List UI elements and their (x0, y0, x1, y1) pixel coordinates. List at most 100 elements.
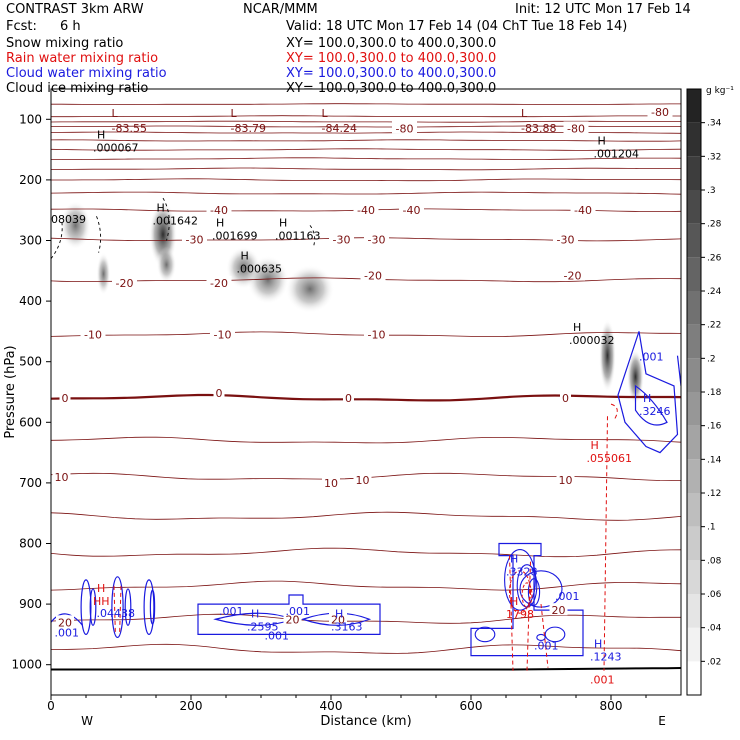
contour-label-bg (647, 105, 673, 118)
low-value-label: -84.24 (322, 122, 357, 135)
contour-label: -10 (368, 328, 386, 341)
colorbar-tick-label: .02 (707, 657, 721, 667)
contour-label-bg (59, 391, 71, 404)
contour-label-bg (80, 327, 106, 340)
rain-water-contour (119, 585, 122, 635)
maximum-value-label: .000067 (93, 142, 139, 155)
temperature-contour-line (51, 191, 681, 195)
contour-label: 0 (345, 392, 352, 405)
rain-water-contour (540, 604, 549, 668)
cloud-water-contour (80, 579, 92, 635)
contour-label-bg (399, 203, 424, 216)
colorbar-tick-label: .08 (707, 556, 722, 566)
temperature-contour-line (51, 103, 681, 105)
cloud-water-contour (536, 633, 546, 642)
colorbar-tick-label: .32 (707, 152, 721, 162)
high-marker: H (643, 392, 651, 405)
temperature-contour-line (51, 511, 681, 521)
contour-label: 20 (552, 604, 566, 617)
contour-label: 10 (559, 474, 573, 487)
contour-label-bg (213, 386, 225, 399)
x-tick-label: 800 (600, 699, 623, 713)
colorbar-swatch (687, 560, 701, 594)
snow-shading-blob (627, 349, 644, 405)
cloud-water-contour (89, 588, 97, 626)
maximum-value-label: .1243 (590, 651, 622, 664)
rain-water-contour (610, 403, 618, 420)
colorbar-tick-label: .16 (707, 422, 722, 432)
maximum-value-label: .001 (55, 626, 80, 639)
contour-label: -30 (333, 233, 351, 246)
contour-label: -20 (364, 270, 382, 283)
contour-label: 0 (216, 387, 223, 400)
colorbar-tick-label: .34 (707, 119, 722, 129)
contour-label-bg (210, 327, 235, 340)
cloud-water-contour (149, 589, 156, 625)
maximum-value-label: .3163 (331, 620, 363, 633)
temperature-contour-line (51, 120, 681, 123)
maximum-value-label: .000032 (569, 334, 615, 347)
colorbar-swatch (687, 594, 701, 628)
colorbar-tick-label: .12 (707, 489, 721, 499)
contour-label: -10 (84, 328, 102, 341)
maximum-value-label: .3328 (506, 566, 538, 579)
cloud-ice-contour (96, 216, 102, 253)
model-title: CONTRAST 3km ARW (6, 2, 144, 17)
colorbar-tick-label: .1 (707, 523, 716, 533)
contour-label: -80 (651, 106, 669, 119)
contour-label: -30 (368, 233, 386, 246)
x-tick-label: 200 (180, 699, 203, 713)
colorbar-swatch (687, 493, 701, 527)
y-tick-label: 400 (19, 294, 42, 308)
high-marker: H (335, 607, 343, 620)
high-marker: H (97, 129, 105, 142)
contour-label-bg (560, 391, 571, 404)
temperature-contour-line (51, 436, 681, 444)
colorbar-swatch (687, 257, 701, 291)
y-tick-label: 100 (19, 112, 42, 126)
colorbar-swatch (687, 190, 701, 224)
rain-water-contour (509, 570, 531, 614)
contour-label-bg (182, 232, 207, 245)
contour-label-bg (283, 612, 302, 625)
x-tick-label: 400 (320, 699, 343, 713)
contour-label-bg (563, 121, 589, 134)
y-tick-label: 800 (19, 537, 42, 551)
low-value-label: -83.55 (112, 122, 147, 135)
cloud-ice-contour (51, 219, 63, 259)
contour-label: -10 (214, 328, 232, 341)
contour-label: -20 (210, 277, 228, 290)
maximum-value-label: .001 (534, 640, 559, 653)
cloud-water-contour (197, 594, 381, 635)
high-marker: H (591, 439, 599, 452)
maximum-value-label: 1798 (506, 608, 534, 621)
low-value-label: -83.88 (521, 122, 556, 135)
y-tick-label: 1000 (11, 658, 42, 672)
rain-water-contour (509, 555, 514, 671)
maximum-value-label: .001 (219, 605, 244, 618)
init-time: Init: 12 UTC Mon 17 Feb 14 (515, 2, 691, 17)
low-marker: L (231, 107, 238, 120)
contour-label-bg (56, 615, 74, 628)
contour-label: 20 (58, 616, 72, 629)
maximum-value-label: .2595 (247, 620, 279, 633)
contour-label-bg (549, 603, 568, 616)
cloud-water-contour (544, 626, 566, 643)
snow-shading-blob (60, 201, 91, 250)
high-marker: H (241, 250, 249, 263)
temperature-contour-line (51, 547, 681, 558)
colorbar-swatch (687, 122, 701, 157)
contour-label: 20 (331, 613, 345, 626)
rain-water-contour (113, 585, 116, 635)
temperature-contour-line (51, 178, 681, 182)
maximum-value-label: .001 (286, 605, 311, 618)
maximum-value-label: .3246 (639, 405, 671, 418)
maximum-value-label: HH (93, 595, 110, 608)
contour-label: -80 (396, 122, 414, 135)
maximum-value-label: .001 (265, 629, 290, 642)
cloud-ice-contour (162, 197, 170, 241)
high-marker: H (594, 638, 602, 651)
low-marker: L (322, 107, 329, 120)
contour-label-bg (329, 232, 354, 245)
east-label: E (658, 714, 666, 728)
